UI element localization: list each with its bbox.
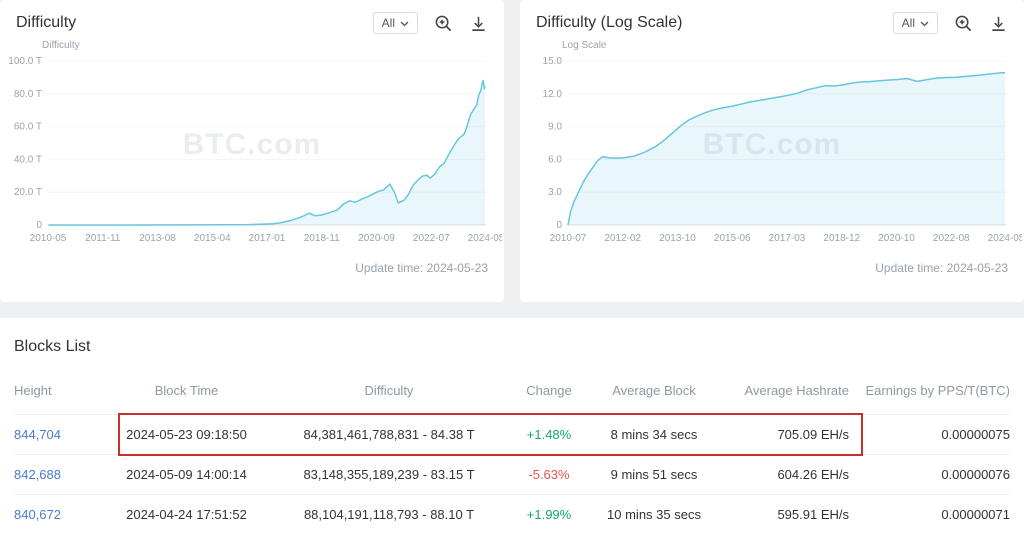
svg-text:2015-06: 2015-06 bbox=[714, 233, 751, 244]
difficulty-chart[interactable]: BTC.com 0 20.0 T 40.0 T 60.0 T 80.0 T 100.0 T… bbox=[2, 53, 502, 251]
chevron-down-icon bbox=[400, 16, 409, 30]
block-time-cell: 2024-05-09 14:00:14 bbox=[126, 467, 247, 482]
table-row: 844,704 2024-05-23 09:18:50 84,381,461,7… bbox=[14, 413, 1010, 456]
block-time-cell: 2024-04-24 17:51:52 bbox=[126, 507, 247, 522]
svg-text:15.0: 15.0 bbox=[543, 56, 563, 67]
chart-title: Difficulty (Log Scale) bbox=[536, 14, 683, 31]
svg-text:2018-11: 2018-11 bbox=[304, 233, 340, 244]
svg-text:100.0 T: 100.0 T bbox=[8, 56, 42, 67]
average-hashrate-cell: 595.91 EH/s bbox=[777, 507, 849, 522]
time-range-select[interactable]: All bbox=[892, 12, 938, 34]
range-select-value: All bbox=[381, 16, 395, 30]
svg-text:2020-09: 2020-09 bbox=[358, 233, 395, 244]
average-block-cell: 8 mins 34 secs bbox=[610, 427, 698, 442]
difficulty-cell: 88,104,191,118,793 - 88.10 T bbox=[303, 507, 475, 522]
svg-text:2017-03: 2017-03 bbox=[769, 233, 806, 244]
zoom-in-icon[interactable] bbox=[954, 14, 973, 33]
change-value: -5.63% bbox=[528, 467, 570, 482]
svg-text:2017-01: 2017-01 bbox=[249, 233, 286, 244]
svg-text:0: 0 bbox=[36, 220, 42, 231]
update-time: Update time: 2024-05-23 bbox=[355, 261, 488, 275]
earnings-cell: 0.00000071 bbox=[941, 507, 1010, 522]
earnings-cell: 0.00000075 bbox=[941, 427, 1010, 442]
average-block-cell: 9 mins 51 secs bbox=[610, 467, 698, 482]
average-block-cell: 10 mins 35 secs bbox=[607, 507, 701, 522]
svg-text:2010-05: 2010-05 bbox=[30, 233, 67, 244]
svg-text:2013-08: 2013-08 bbox=[139, 233, 176, 244]
charts-row: Difficulty All Difficulty BTC.com 0 20.0 … bbox=[0, 0, 1024, 302]
difficulty-cell: 84,381,461,788,831 - 84.38 T bbox=[303, 427, 475, 442]
col-header-average-block: Average Block bbox=[612, 382, 696, 398]
svg-text:2013-10: 2013-10 bbox=[659, 233, 696, 244]
col-header-earnings: Earnings by PPS/T(BTC) bbox=[865, 382, 1011, 398]
svg-text:2024-05: 2024-05 bbox=[468, 233, 502, 244]
range-select-value: All bbox=[901, 16, 915, 30]
difficulty-cell: 83,148,355,189,239 - 83.15 T bbox=[303, 467, 475, 482]
col-header-height: Height bbox=[14, 382, 52, 398]
difficulty-chart-card: Difficulty All Difficulty BTC.com 0 20.0 … bbox=[0, 0, 504, 302]
chart-controls: All bbox=[892, 12, 1008, 34]
block-height-link[interactable]: 842,688 bbox=[14, 467, 61, 482]
svg-text:80.0 T: 80.0 T bbox=[14, 89, 42, 100]
download-icon[interactable] bbox=[469, 14, 488, 33]
log-card-header: Difficulty (Log Scale) All bbox=[520, 0, 1024, 38]
block-height-link[interactable]: 840,672 bbox=[14, 507, 61, 522]
svg-text:2022-07: 2022-07 bbox=[413, 233, 450, 244]
y-axis-label: Difficulty bbox=[42, 40, 80, 51]
difficulty-log-chart-card: Difficulty (Log Scale) All Log Scale BTC… bbox=[520, 0, 1024, 302]
svg-text:6.0: 6.0 bbox=[548, 154, 562, 165]
blocks-list-section: Blocks List Height Block Time Difficulty… bbox=[0, 318, 1024, 553]
time-range-select[interactable]: All bbox=[372, 12, 418, 34]
download-icon[interactable] bbox=[989, 14, 1008, 33]
change-value: +1.99% bbox=[526, 507, 572, 522]
svg-text:0: 0 bbox=[556, 220, 562, 231]
svg-text:2011-11: 2011-11 bbox=[85, 233, 121, 244]
average-hashrate-cell: 705.09 EH/s bbox=[777, 427, 849, 442]
chart-controls: All bbox=[372, 12, 488, 34]
blocks-table-header: Height Block Time Difficulty Change Aver… bbox=[14, 366, 1010, 414]
table-row: 840,672 2024-04-24 17:51:52 88,104,191,1… bbox=[14, 494, 1010, 534]
svg-text:2012-02: 2012-02 bbox=[604, 233, 641, 244]
average-hashrate-cell: 604.26 EH/s bbox=[777, 467, 849, 482]
difficulty-card-header: Difficulty All bbox=[0, 0, 504, 38]
svg-text:3.0: 3.0 bbox=[548, 187, 562, 198]
col-header-block-time: Block Time bbox=[154, 382, 219, 398]
change-value: +1.48% bbox=[526, 427, 572, 442]
chart-title: Difficulty bbox=[16, 14, 77, 31]
col-header-average-hashrate: Average Hashrate bbox=[744, 382, 849, 398]
block-height-link[interactable]: 844,704 bbox=[14, 427, 61, 442]
chevron-down-icon bbox=[920, 16, 929, 30]
col-header-change: Change bbox=[526, 382, 572, 398]
svg-text:2020-10: 2020-10 bbox=[878, 233, 915, 244]
difficulty-log-chart[interactable]: BTC.com 0 3.0 6.0 9.0 12.0 15.0 2010-07 2012-02… bbox=[522, 53, 1022, 251]
table-row: 842,688 2024-05-09 14:00:14 83,148,355,1… bbox=[14, 454, 1010, 494]
svg-text:60.0 T: 60.0 T bbox=[14, 122, 42, 133]
svg-text:2024-05: 2024-05 bbox=[988, 233, 1022, 244]
update-time: Update time: 2024-05-23 bbox=[875, 261, 1008, 275]
col-header-difficulty: Difficulty bbox=[364, 382, 414, 398]
zoom-in-icon[interactable] bbox=[434, 14, 453, 33]
blocks-list-title: Blocks List bbox=[14, 338, 91, 355]
svg-text:2010-07: 2010-07 bbox=[550, 233, 587, 244]
svg-text:2018-12: 2018-12 bbox=[823, 233, 860, 244]
earnings-cell: 0.00000076 bbox=[941, 467, 1010, 482]
y-axis-label: Log Scale bbox=[562, 40, 607, 51]
svg-text:2022-08: 2022-08 bbox=[933, 233, 970, 244]
svg-text:2015-04: 2015-04 bbox=[194, 233, 231, 244]
svg-text:20.0 T: 20.0 T bbox=[14, 187, 42, 198]
block-time-cell: 2024-05-23 09:18:50 bbox=[126, 427, 247, 442]
svg-text:40.0 T: 40.0 T bbox=[14, 154, 42, 165]
svg-text:9.0: 9.0 bbox=[548, 122, 562, 133]
svg-text:12.0: 12.0 bbox=[543, 89, 563, 100]
